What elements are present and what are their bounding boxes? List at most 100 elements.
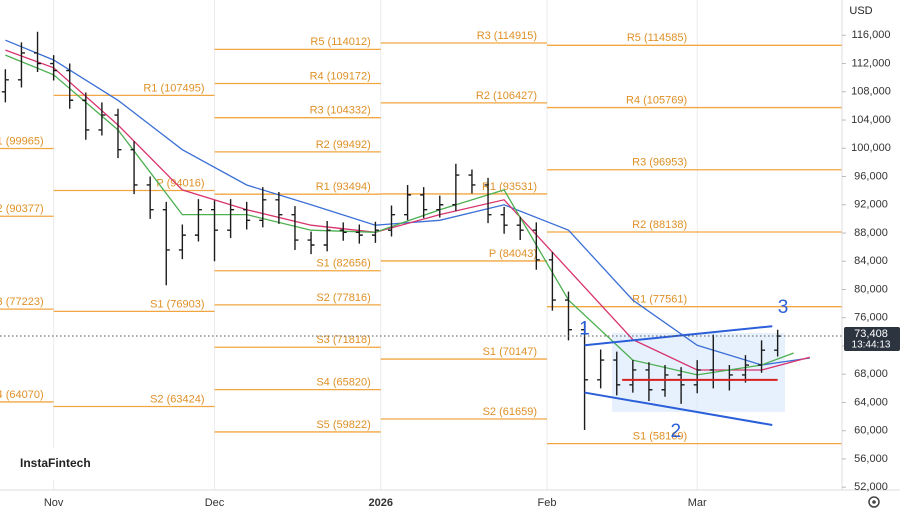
moving-average xyxy=(5,54,794,376)
ohlc-bar xyxy=(581,321,589,430)
ohlc-bar xyxy=(291,206,299,250)
moving-averages xyxy=(5,39,810,376)
pivot-label: R3 (114915) xyxy=(477,30,537,42)
pivot-label: R1 (93531) xyxy=(482,181,537,193)
ohlc-bar xyxy=(355,224,363,244)
ohlc-bar xyxy=(114,108,122,159)
ohlc-bar xyxy=(484,177,492,224)
pivot-label: R1 (77561) xyxy=(632,294,687,306)
wave-label: 1 xyxy=(579,319,590,340)
y-tick-label: 60,000 xyxy=(854,425,888,437)
moving-average xyxy=(5,39,810,366)
ohlc-bar xyxy=(388,205,396,237)
pivot-label: S1 (70147) xyxy=(483,346,537,358)
ohlc-bar xyxy=(741,355,749,383)
pivot-label: S1 (58169) xyxy=(633,431,687,443)
ohlc-bar xyxy=(50,55,58,81)
x-tick-label: Feb xyxy=(538,497,557,509)
y-tick-label: 84,000 xyxy=(854,255,888,267)
ohlc-bar xyxy=(436,195,444,218)
ohlc-bar xyxy=(597,349,605,389)
pivot-label: P (94016) xyxy=(156,177,204,189)
pivot-label: R4 (105769) xyxy=(626,94,687,106)
ohlc-bar xyxy=(677,367,685,404)
y-tick-label: 108,000 xyxy=(851,86,891,98)
pivot-label: S2 (61659) xyxy=(483,406,537,418)
ohlc-bar xyxy=(339,222,347,241)
pivot-label: 1 (99965) xyxy=(0,135,44,147)
pivot-label: R1 (93494) xyxy=(316,181,371,193)
ohlc-bar xyxy=(516,216,524,241)
y-tick-label: 92,000 xyxy=(854,199,888,211)
ohlc-bar xyxy=(194,199,202,242)
ohlc-bar xyxy=(532,222,540,270)
countdown: 13:44:13 xyxy=(852,340,891,351)
ohlc-bar xyxy=(98,102,106,136)
ohlc-bar xyxy=(307,231,315,255)
pivot-label: R1 (107495) xyxy=(143,82,204,94)
ohlc-bar xyxy=(758,340,766,373)
y-tick-label: 64,000 xyxy=(854,396,888,408)
pivot-label: S2 (63424) xyxy=(150,393,204,405)
ohlc-bar xyxy=(82,92,90,140)
x-tick-label: Dec xyxy=(205,497,225,509)
pivot-label: P (84043) xyxy=(489,248,537,260)
ohlc-bar xyxy=(500,206,508,234)
ohlc-bar xyxy=(130,141,138,195)
y-tick-label: 52,000 xyxy=(854,481,888,493)
last-price-box xyxy=(844,327,900,352)
axes: 52,00056,00060,00064,00068,00072,00076,0… xyxy=(44,29,900,509)
ohlc-bar xyxy=(66,63,74,109)
y-tick-label: 68,000 xyxy=(854,368,888,380)
pivot-levels: 1 (99965) 2 (90377) 3 (77223) 4 (64070) R1 (… xyxy=(0,30,842,445)
trend-line xyxy=(584,325,773,347)
ohlc-bar xyxy=(162,201,170,286)
ohlc-bar xyxy=(259,187,267,228)
ohlc-bar xyxy=(275,192,283,224)
ohlc-bar xyxy=(548,252,556,311)
ohlc-bar xyxy=(613,351,621,396)
logo-box xyxy=(8,448,94,480)
y-tick-label: 104,000 xyxy=(851,114,891,126)
y-tick-label: 88,000 xyxy=(854,227,888,239)
logo: InstaFintech xyxy=(20,456,91,470)
ohlc-bar xyxy=(243,201,251,230)
pivot-label: S1 (76903) xyxy=(150,298,204,310)
ohlc-bar xyxy=(227,199,235,238)
pivot-label: S2 (77816) xyxy=(316,292,370,304)
currency: USD xyxy=(849,5,872,17)
pivot-label: R2 (99492) xyxy=(316,139,371,151)
pivot-label: S4 (65820) xyxy=(316,377,370,389)
ohlc-bar xyxy=(629,360,637,393)
moving-average xyxy=(5,49,810,371)
ohlc-bar xyxy=(371,221,379,243)
pivot-label: 3 (77223) xyxy=(0,296,44,308)
pivot-label: R3 (96953) xyxy=(632,157,687,169)
y-tick-label: 112,000 xyxy=(852,57,891,69)
ohlc-bar xyxy=(323,220,331,252)
ohlc-bar xyxy=(564,291,572,341)
pivot-label: R2 (106427) xyxy=(476,90,537,102)
y-tick-label: 96,000 xyxy=(854,170,888,182)
ohlc-bar xyxy=(17,42,25,88)
settings-icon[interactable] xyxy=(868,496,880,508)
ohlc-bar xyxy=(1,69,9,103)
y-tick-label: 80,000 xyxy=(854,283,888,295)
wave-label: 3 xyxy=(778,297,789,318)
y-tick-label: 76,000 xyxy=(854,312,888,324)
x-tick-label: Mar xyxy=(688,497,707,509)
pivot-label: R5 (114012) xyxy=(310,36,370,48)
x-tick-label: 2026 xyxy=(369,497,393,509)
y-tick-label: 100,000 xyxy=(851,142,891,154)
pivot-label: R3 (104332) xyxy=(310,105,371,117)
ohlc-bar xyxy=(146,176,154,219)
price-bars xyxy=(1,31,782,430)
ohlc-bar xyxy=(211,200,219,262)
annotations: 1 2 3 xyxy=(0,297,842,442)
pivot-label: R2 (88138) xyxy=(632,219,687,231)
y-tick-label: 56,000 xyxy=(854,453,888,465)
ohlc-bar xyxy=(420,187,428,219)
ohlc-bar xyxy=(468,169,476,194)
